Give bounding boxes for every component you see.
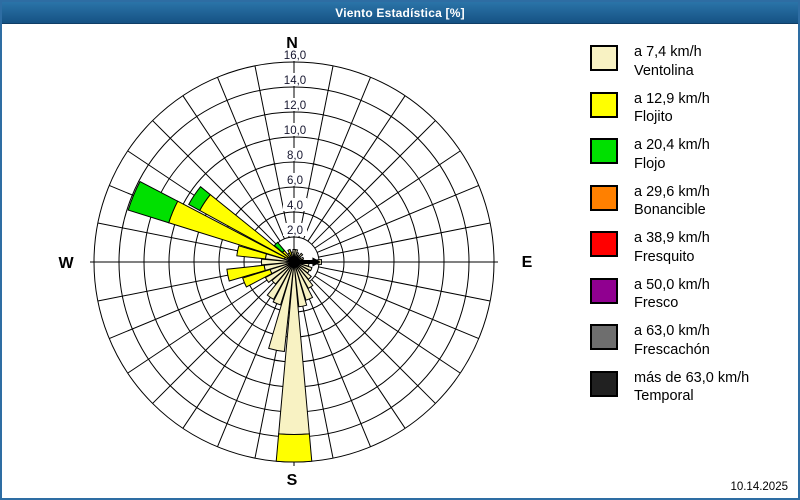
- svg-text:2,0: 2,0: [287, 225, 303, 237]
- wind-rose-chart: 2,0 4,0 6,0 8,0 10,0 12,0 14,0 16,0 N S W E: [2, 24, 580, 500]
- legend-label: más de 63,0 km/h Temporal: [634, 369, 749, 406]
- legend-speed-text: a 50,0 km/h: [634, 276, 710, 293]
- svg-text:6,0: 6,0: [287, 175, 303, 187]
- legend-item: a 20,4 km/h Flojo: [590, 136, 796, 185]
- legend-color-swatch: [590, 324, 618, 350]
- legend-label: a 12,9 km/h Flojito: [634, 90, 710, 127]
- legend-speed-text: más de 63,0 km/h: [634, 369, 750, 386]
- legend-speed-text: a 63,0 km/h: [634, 323, 710, 339]
- legend-label: a 63,0 km/h Frescachón: [634, 322, 710, 359]
- legend-item: a 7,4 km/h Ventolina: [590, 43, 796, 92]
- legend-speed-text: a 38,9 km/h: [634, 230, 710, 246]
- legend-color-swatch: [590, 91, 618, 118]
- svg-text:E: E: [522, 254, 533, 271]
- legend-name-text: Fresquito: [634, 248, 695, 265]
- legend-speed-text: a 29,6 km/h: [634, 183, 710, 200]
- legend-label: a 50,0 km/h Fresco: [634, 276, 710, 313]
- legend-color-swatch: [590, 370, 618, 397]
- legend-name-text: Ventolina: [634, 62, 694, 79]
- legend-name-text: Fresco: [634, 295, 679, 311]
- title-bar: Viento Estadística [%]: [2, 2, 798, 24]
- legend-color-swatch: [590, 45, 618, 71]
- legend-item: a 63,0 km/h Frescachón: [590, 322, 796, 371]
- legend-name-text: Flojito: [634, 109, 673, 125]
- legend-name-text: Frescachón: [634, 341, 710, 358]
- legend-item: a 29,6 km/h Bonancible: [590, 183, 796, 232]
- legend-speed-text: a 7,4 km/h: [634, 44, 702, 60]
- legend-label: a 38,9 km/h Fresquito: [634, 229, 710, 266]
- svg-text:8,0: 8,0: [287, 150, 303, 162]
- legend-item: a 38,9 km/h Fresquito: [590, 229, 796, 278]
- legend-speed-text: a 20,4 km/h: [634, 137, 710, 153]
- legend-name-text: Flojo: [634, 155, 666, 172]
- legend-item: más de 63,0 km/h Temporal: [590, 369, 796, 418]
- wind-rose-svg: 2,0 4,0 6,0 8,0 10,0 12,0 14,0 16,0N S W E: [58, 35, 533, 489]
- svg-text:12,0: 12,0: [284, 100, 306, 112]
- legend-label: a 7,4 km/h Ventolina: [634, 43, 702, 80]
- legend: a 7,4 km/h Ventolina a 12,9 km/h Flojito…: [590, 43, 796, 418]
- svg-text:S: S: [287, 472, 298, 489]
- svg-text:16,0: 16,0: [284, 50, 306, 62]
- legend-item: a 50,0 km/h Fresco: [590, 276, 796, 325]
- legend-name-text: Temporal: [634, 388, 694, 404]
- legend-color-swatch: [590, 231, 618, 257]
- legend-label: a 29,6 km/h Bonancible: [634, 183, 710, 220]
- window-title: Viento Estadística [%]: [335, 5, 465, 20]
- legend-label: a 20,4 km/h Flojo: [634, 136, 710, 173]
- legend-color-swatch: [590, 184, 618, 211]
- svg-text:10,0: 10,0: [284, 125, 306, 137]
- legend-speed-text: a 12,9 km/h: [634, 90, 710, 107]
- date-stamp: 10.14.2025: [730, 481, 788, 493]
- svg-text:W: W: [58, 255, 74, 272]
- legend-color-swatch: [590, 277, 618, 304]
- legend-name-text: Bonancible: [634, 202, 706, 218]
- legend-item: a 12,9 km/h Flojito: [590, 90, 796, 139]
- svg-text:N: N: [286, 35, 298, 52]
- svg-text:4,0: 4,0: [287, 200, 303, 212]
- legend-color-swatch: [590, 138, 618, 164]
- svg-text:14,0: 14,0: [284, 75, 306, 87]
